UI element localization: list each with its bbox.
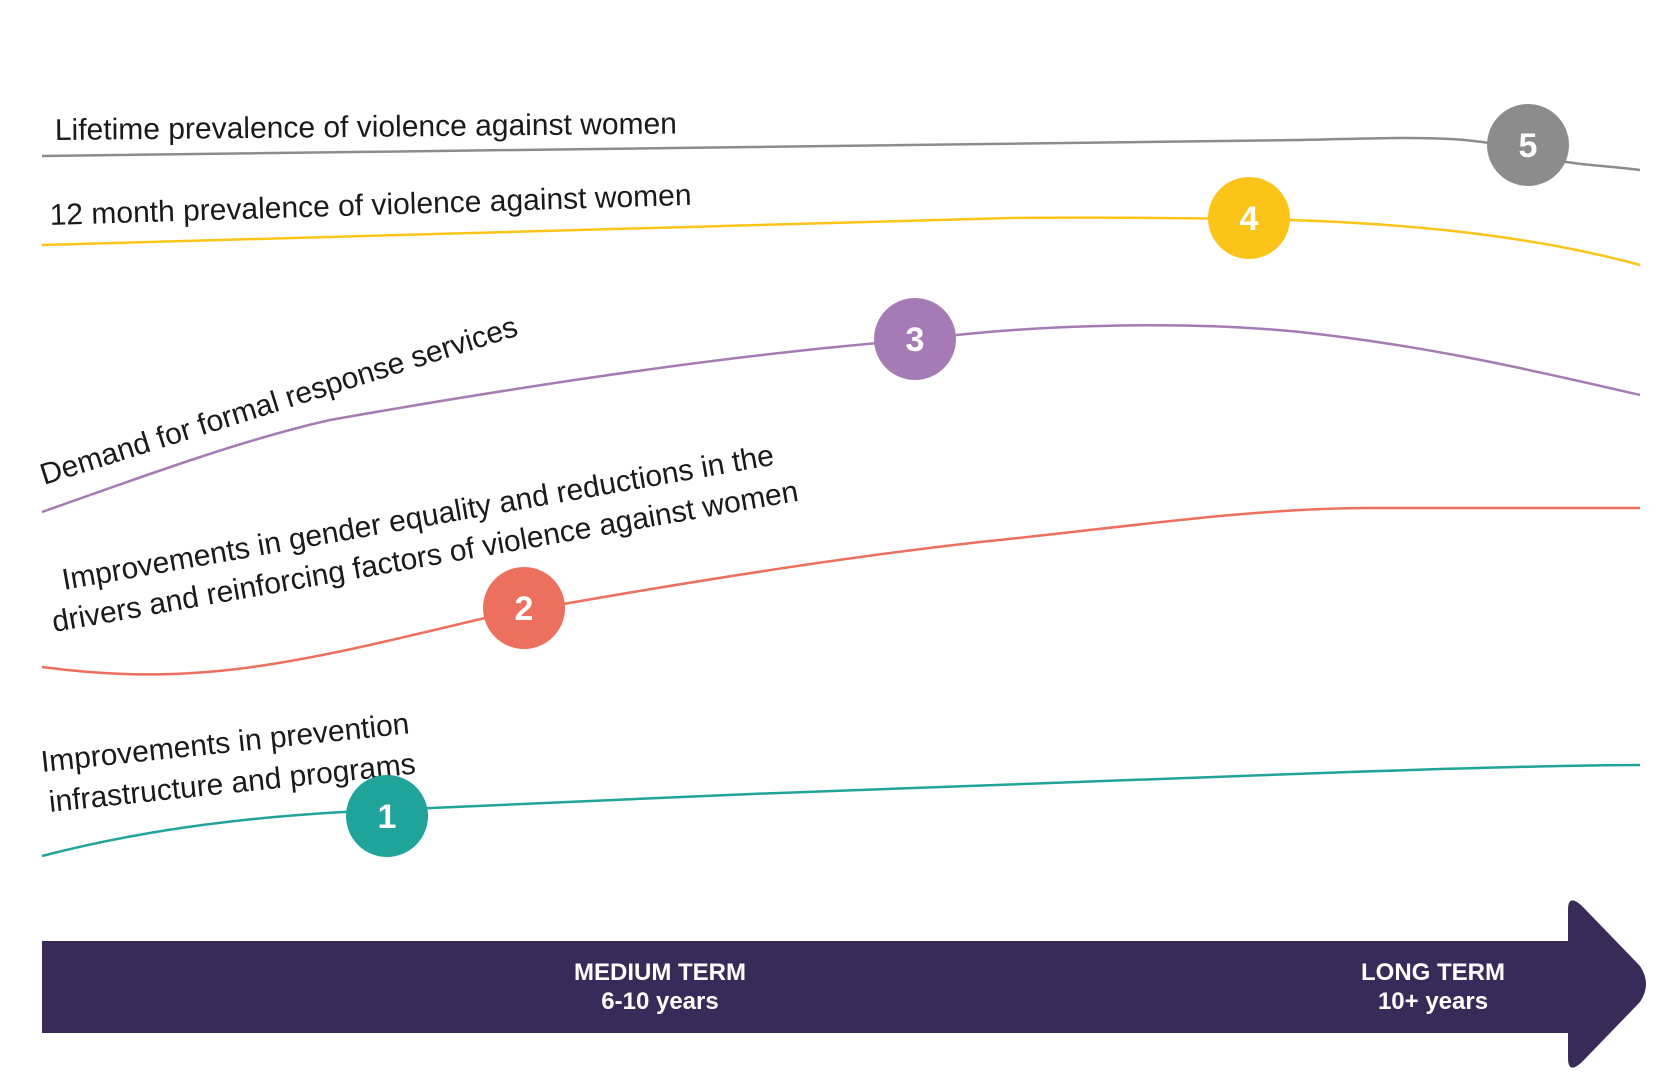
marker-circle-3 bbox=[874, 298, 956, 380]
line-lifetime-prevalence: Lifetime prevalence of violence against … bbox=[41, 104, 1641, 186]
long-term-range: 10+ years bbox=[1378, 988, 1488, 1015]
label-lifetime-prevalence: Lifetime prevalence of violence against … bbox=[55, 107, 677, 147]
marker-number-4: 4 bbox=[1240, 200, 1259, 238]
line-demand-response-services: Demand for formal response services 3 bbox=[36, 298, 1641, 514]
line-twelve-month-prevalence: 12 month prevalence of violence against … bbox=[41, 177, 1641, 267]
trend-curve-twelve-month-prevalence bbox=[41, 216, 1641, 267]
marker-circle-4 bbox=[1208, 177, 1290, 259]
line-gender-equality: Improvements in gender equality and redu… bbox=[41, 439, 1640, 676]
marker-circle-2 bbox=[483, 567, 565, 649]
marker-number-1: 1 bbox=[378, 798, 397, 836]
marker-number-5: 5 bbox=[1519, 127, 1538, 165]
medium-term-range: 6-10 years bbox=[601, 988, 718, 1015]
marker-circle-5 bbox=[1487, 104, 1569, 186]
marker-number-3: 3 bbox=[906, 321, 925, 359]
label-twelve-month-prevalence: 12 month prevalence of violence against … bbox=[49, 179, 692, 232]
marker-circle-1 bbox=[346, 775, 428, 857]
trend-curve-gender-equality bbox=[41, 506, 1640, 676]
line-prevention-infrastructure: Improvements in prevention infrastructur… bbox=[39, 707, 1641, 858]
timeline-arrow-shape bbox=[42, 900, 1646, 1068]
long-term-title: LONG TERM bbox=[1361, 959, 1505, 986]
trend-curve-prevention-infrastructure bbox=[41, 763, 1641, 858]
timeline-arrow: MEDIUM TERM 6-10 years LONG TERM 10+ yea… bbox=[42, 900, 1646, 1068]
medium-term-title: MEDIUM TERM bbox=[574, 959, 746, 986]
marker-number-2: 2 bbox=[515, 590, 534, 628]
trend-curve-demand-response-services bbox=[41, 324, 1641, 514]
